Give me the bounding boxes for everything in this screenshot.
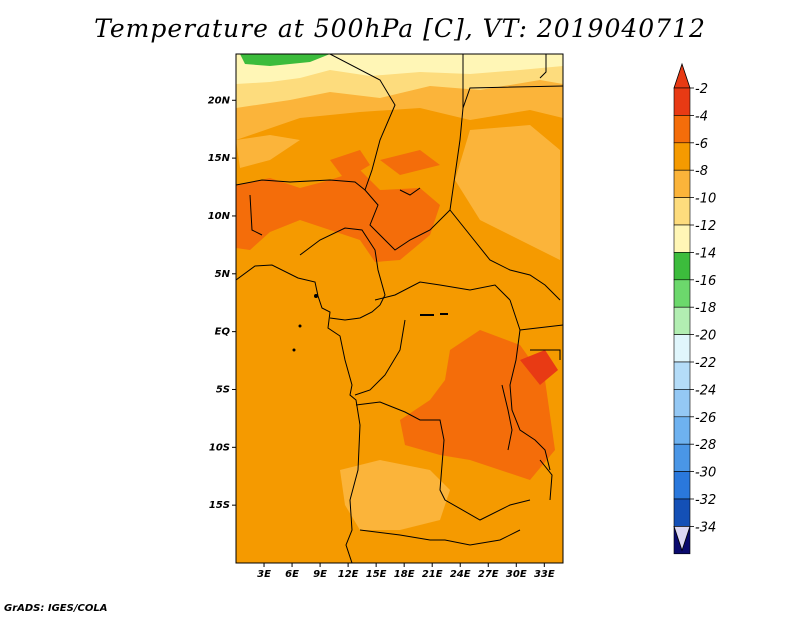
field-4-to-2-patch — [520, 350, 558, 385]
lat-label-20N: 20N — [208, 95, 231, 106]
field-14-to-12-patch — [240, 54, 330, 66]
field-6-to-4-south — [400, 330, 555, 480]
lat-label-5S: 5S — [216, 384, 230, 395]
colorbar-swatch-15 — [673, 498, 691, 527]
lon-label-9E: 9E — [313, 569, 327, 580]
border-congo — [354, 319, 406, 396]
colorbar-swatch-8 — [673, 306, 691, 335]
colorbar-label-5: -12 — [695, 219, 716, 234]
colorbar-swatch-0 — [673, 87, 691, 116]
lat-label-10S: 10S — [209, 442, 230, 453]
field-8-to-6-south — [340, 460, 450, 530]
lon-label-24E: 24E — [450, 569, 471, 580]
colorbar-label-7: -16 — [695, 274, 716, 289]
colorbar-label-6: -14 — [695, 246, 716, 261]
colorbar-label-12: -26 — [695, 411, 716, 426]
border-chad-sudan — [329, 54, 464, 251]
border-uganda — [519, 324, 563, 331]
lon-label-30E: 30E — [506, 569, 527, 580]
lon-label-15E: 15E — [366, 569, 387, 580]
latitude-axis: 20N 15N 10N 5N EQ 5S 10S 15S — [208, 95, 236, 511]
field-8-to-6-west — [236, 135, 300, 168]
lon-label-18E: 18E — [394, 569, 415, 580]
border-angola-drc-zambia — [355, 401, 531, 521]
colorbar-label-8: -18 — [695, 301, 716, 316]
lon-label-21E: 21E — [422, 569, 443, 580]
border-drc-east — [509, 299, 551, 471]
colorbar-swatch-13 — [673, 443, 691, 472]
border-sinai — [539, 54, 547, 79]
colorbar-label-13: -28 — [695, 438, 716, 453]
field-8-to-6-east — [455, 125, 560, 260]
coastline — [236, 264, 361, 563]
lon-label-27E: 27E — [478, 569, 499, 580]
field-6-to-4-patch-north — [330, 150, 370, 180]
colorbar-label-15: -32 — [695, 493, 716, 508]
temperature-field — [236, 54, 563, 563]
colorbar-swatch-14 — [673, 471, 691, 500]
colorbar-swatch-7 — [673, 279, 691, 308]
colorbar-swatch-12 — [673, 416, 691, 445]
colorbar-swatch-5 — [673, 224, 691, 253]
grads-credit: GrADS: IGES/COLA — [4, 603, 108, 614]
border-benin — [249, 194, 263, 236]
border-chad-east — [399, 187, 421, 196]
border-lake-victoria — [530, 349, 561, 360]
colorbar-swatch-6 — [673, 252, 691, 281]
colorbar-label-16: -34 — [695, 520, 716, 535]
map-frame — [235, 53, 564, 564]
lat-label-5N: 5N — [215, 269, 231, 280]
longitude-axis: 3E 6E 9E 12E 15E 18E 21E 24E 27E 30E 33E — [257, 563, 555, 580]
colorbar-label-9: -20 — [695, 329, 716, 344]
colorbar-swatch-4 — [673, 197, 691, 226]
map-title: Temperature at 500hPa [C], VT: 201904071… — [94, 14, 706, 43]
lat-label-15N: 15N — [208, 153, 231, 164]
colorbar-swatch-11 — [673, 389, 691, 418]
colorbar-swatch-9 — [673, 334, 691, 363]
colorbar-label-11: -24 — [695, 383, 716, 398]
lon-label-12E: 12E — [338, 569, 359, 580]
border-south-sudan — [449, 209, 561, 301]
field-6-to-4-patch-north-2 — [380, 150, 440, 175]
lakes — [292, 294, 448, 352]
border-southern — [359, 529, 521, 546]
lon-label-3E: 3E — [257, 569, 271, 580]
colorbar-label-10: -22 — [695, 356, 716, 371]
lat-label-10N: 10N — [208, 211, 231, 222]
lake-tanganyika — [501, 384, 513, 451]
lon-label-6E: 6E — [285, 569, 299, 580]
colorbar-top-arrow — [673, 62, 691, 89]
field-12-to-10-north — [236, 54, 563, 84]
colorbar-label-14: -30 — [695, 466, 716, 481]
lon-label-33E: 33E — [534, 569, 555, 580]
colorbar-swatch-2 — [673, 142, 691, 171]
border-niger-nigeria — [236, 179, 366, 191]
colorbar: -2 -4 -6 -8 -10 -12 -14 -16 -18 -20 -22 -24 -26 -28 -3… — [673, 62, 716, 555]
lat-label-EQ: EQ — [215, 327, 231, 338]
colorbar-label-4: -10 — [695, 192, 716, 207]
lake-malawi — [539, 459, 553, 501]
colorbar-swatch-1 — [673, 115, 691, 144]
lat-label-15S: 15S — [209, 500, 230, 511]
border-cameroon — [299, 227, 386, 321]
border-car-drc — [374, 281, 511, 301]
colorbar-swatch-10 — [673, 361, 691, 390]
colorbar-label-2: -6 — [695, 137, 708, 152]
border-libya-egypt — [462, 54, 563, 109]
colorbar-label-0: -2 — [695, 82, 708, 97]
colorbar-swatch-3 — [673, 169, 691, 198]
colorbar-label-1: -4 — [695, 109, 708, 124]
field-6-to-4-central — [236, 170, 440, 262]
colorbar-label-3: -8 — [695, 164, 708, 179]
colorbar-bottom-arrow — [673, 526, 691, 552]
country-boundaries — [236, 54, 563, 563]
